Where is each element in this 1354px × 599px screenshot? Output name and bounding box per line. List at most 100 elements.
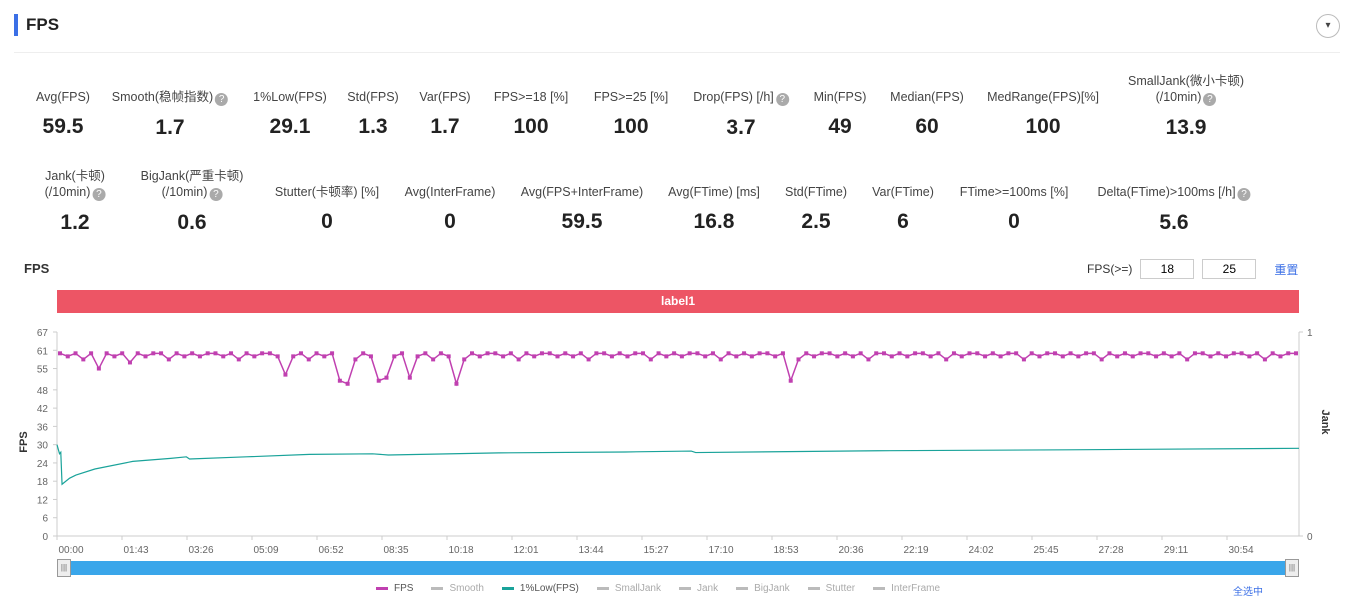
legend-item-1-low-fps-[interactable]: 1%Low(FPS) [501, 583, 579, 594]
fps-point [843, 351, 848, 356]
y-axis-title: FPS [18, 431, 30, 452]
y-tick-label: 42 [37, 404, 49, 415]
fps-point [252, 354, 257, 359]
metric-label: Drop(FPS) [/h] [693, 90, 774, 104]
metric-label: Avg(InterFrame) [404, 185, 496, 199]
fps-point [586, 357, 591, 362]
help-icon[interactable]: ? [1237, 188, 1251, 201]
fps-point [1045, 351, 1050, 356]
metric-2: Stutter(卡顿率) [%] 0 [275, 184, 379, 234]
help-icon[interactable]: ? [209, 188, 223, 201]
legend-item-jank[interactable]: Jank [678, 583, 718, 594]
fps-point [89, 351, 94, 356]
fps-point [1053, 351, 1058, 356]
fps-point [236, 357, 241, 362]
metric-label-row: Stutter(卡顿率) [%] [275, 184, 379, 200]
fps-point [1130, 354, 1135, 359]
metric-2: 1%Low(FPS) 29.1 [253, 89, 327, 139]
fps-point [882, 351, 886, 356]
fps-point [516, 357, 521, 362]
help-icon[interactable]: ? [775, 93, 789, 106]
legend-swatch-icon [807, 586, 820, 590]
metric-4: Var(FPS) 1.7 [419, 89, 470, 139]
metric-label-row: Avg(InterFrame) [405, 184, 496, 200]
metric-value: 60 [915, 115, 939, 138]
fps-point [151, 351, 156, 356]
fps-point [835, 354, 840, 359]
fps-point [1084, 351, 1089, 356]
metric-label-row: FTime>=100ms [%] [960, 184, 1069, 200]
metric-9: Delta(FTime)>100ms [/h]? 5.6 [1097, 184, 1251, 235]
x-tick-label: 30:54 [1228, 545, 1253, 556]
help-icon[interactable]: ? [215, 93, 229, 106]
fps-point [1076, 354, 1081, 359]
legend-item-smooth[interactable]: Smooth [431, 583, 484, 594]
metric-label: 1%Low(FPS) [253, 90, 327, 104]
slider-handle-right[interactable]: ||| [1285, 559, 1299, 577]
fps-point [96, 366, 101, 371]
x-tick-label: 00:00 [58, 545, 83, 556]
legend-swatch-icon [873, 586, 886, 590]
metric-label-unit: (/10min) [1155, 90, 1202, 104]
x-tick-label: 24:02 [968, 545, 993, 556]
fps-point [928, 354, 933, 359]
metric-label: Var(FPS) [419, 90, 471, 104]
threshold-input-1[interactable] [1140, 259, 1195, 279]
metric-value: 29.1 [269, 115, 311, 138]
legend-swatch-icon [376, 586, 388, 590]
metric-9: Median(FPS) 60 [890, 89, 964, 139]
fps-point [641, 351, 646, 356]
metric-label: BigJank(严重卡顿) [140, 169, 244, 183]
fps-point [679, 354, 684, 359]
legend-item-fps[interactable]: FPS [376, 583, 413, 594]
legend-item-bigjank[interactable]: BigJank [736, 583, 790, 594]
fps-point [229, 351, 234, 356]
threshold-input-2[interactable] [1202, 259, 1257, 279]
fps-point [1146, 351, 1151, 356]
legend-swatch-icon [736, 586, 749, 590]
metric-1: Smooth(稳帧指数)? 1.7 [111, 89, 229, 140]
fps-point [470, 351, 474, 356]
select-all-link[interactable]: 全选中 [1233, 587, 1263, 598]
threshold-label: FPS(>=) [1087, 262, 1133, 276]
fps-point [749, 354, 754, 359]
legend-swatch-icon [678, 586, 691, 590]
fps-point [897, 351, 902, 356]
slider-handle-left[interactable]: ||| [57, 559, 71, 577]
fps-point [967, 351, 972, 356]
legend-item-stutter[interactable]: Stutter [807, 583, 855, 594]
help-icon[interactable]: ? [92, 188, 106, 201]
fps-point [913, 351, 918, 356]
metric-8: Min(FPS) 49 [814, 89, 867, 139]
time-range-slider[interactable]: ||| ||| [57, 559, 1299, 577]
collapse-chevron-icon[interactable]: ▾ [1316, 14, 1340, 38]
metric-label: Avg(FPS) [36, 90, 90, 104]
legend-item-interframe[interactable]: InterFrame [873, 583, 940, 594]
help-icon[interactable]: ? [1203, 93, 1217, 106]
metric-label-row: BigJank(严重卡顿) [141, 168, 244, 184]
fps-point [1177, 351, 1182, 356]
metric-label-unit-row: (/10min)? [1128, 89, 1244, 106]
fps-point [1270, 351, 1275, 356]
label-bar[interactable]: label1 [57, 290, 1299, 313]
reset-link[interactable]: 重置 [1274, 262, 1299, 277]
x-tick-label: 12:01 [513, 545, 538, 556]
fps-point [547, 351, 552, 356]
fps-point [298, 351, 303, 356]
x-tick-label: 27:28 [1098, 545, 1123, 556]
metric-label: Smooth(稳帧指数) [111, 90, 214, 104]
metric-label-row: Drop(FPS) [/h]? [693, 89, 789, 106]
legend-item-smalljank[interactable]: SmallJank [596, 583, 661, 594]
metric-label: MedRange(FPS)[%] [987, 90, 1099, 104]
fps-point [1294, 351, 1298, 356]
fps-point [135, 351, 140, 356]
fps-point [190, 351, 195, 356]
fps-point [376, 378, 381, 383]
legend-label: FPS [394, 583, 414, 594]
metric-label-row: Delta(FTime)>100ms [/h]? [1097, 184, 1251, 201]
legend-label: BigJank [754, 583, 790, 594]
fps-point [1208, 354, 1213, 359]
fps-point [1107, 351, 1112, 356]
x-tick-label: 22:19 [903, 545, 928, 556]
fps-point [944, 357, 949, 362]
